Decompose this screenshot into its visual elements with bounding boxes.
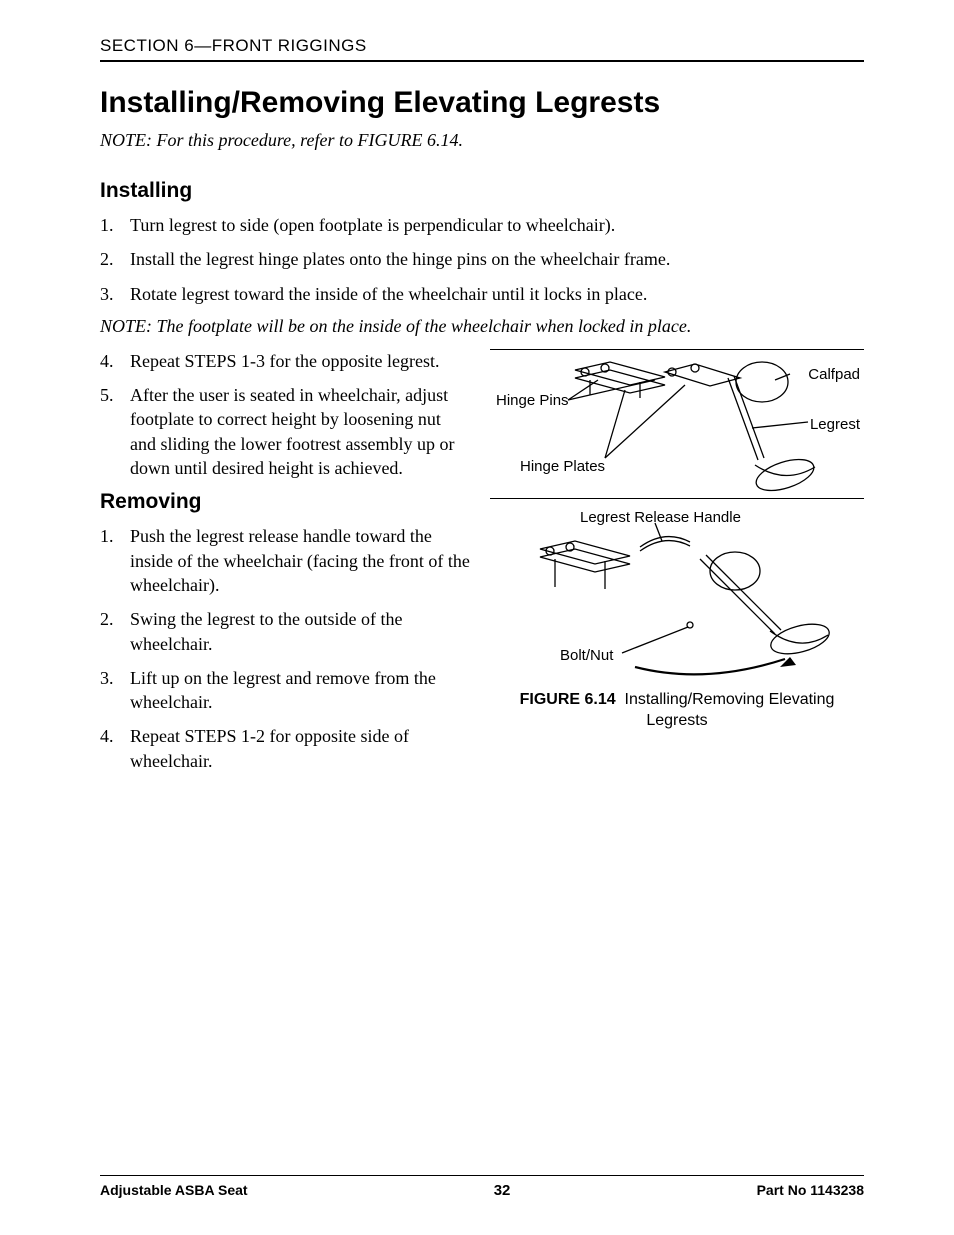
removing-steps: Push the legrest release handle toward t… [100, 524, 470, 773]
installing-steps-bottom: Repeat STEPS 1-3 for the opposite legres… [100, 349, 470, 480]
list-item: Turn legrest to side (open footplate is … [100, 213, 864, 237]
footer-right: Part No 1143238 [757, 1182, 864, 1199]
figure-panel-top: Hinge Pins Calfpad Legrest Hinge Plates [490, 349, 864, 499]
legrest-diagram-top-icon [490, 350, 860, 500]
list-item: Repeat STEPS 1-2 for opposite side of wh… [100, 724, 470, 773]
list-item: Install the legrest hinge plates onto th… [100, 247, 864, 271]
page-title: Installing/Removing Elevating Legrests [100, 86, 864, 120]
section-header: SECTION 6—FRONT RIGGINGS [100, 36, 864, 62]
figure-number: FIGURE 6.14 [520, 691, 616, 708]
note-footplate: NOTE: The footplate will be on the insid… [100, 316, 864, 337]
list-item: Swing the legrest to the outside of the … [100, 607, 470, 656]
legrest-diagram-bottom-icon [490, 509, 860, 679]
footer-page-number: 32 [494, 1182, 511, 1199]
footer-left: Adjustable ASBA Seat [100, 1182, 248, 1199]
figure-caption-text: Installing/Removing Elevating Legrests [625, 691, 835, 730]
figure-panel-bottom: Legrest Release Handle Bolt/Nut [490, 509, 864, 679]
figure-caption: FIGURE 6.14 Installing/Removing Elevatin… [490, 689, 864, 732]
page-footer: Adjustable ASBA Seat 32 Part No 1143238 [100, 1175, 864, 1199]
note-procedure: NOTE: For this procedure, refer to FIGUR… [100, 130, 864, 151]
list-item: Rotate legrest toward the inside of the … [100, 282, 864, 306]
list-item: After the user is seated in wheelchair, … [100, 383, 470, 480]
list-item: Repeat STEPS 1-3 for the opposite legres… [100, 349, 470, 373]
heading-removing: Removing [100, 490, 470, 514]
installing-steps-top: Turn legrest to side (open footplate is … [100, 213, 864, 306]
heading-installing: Installing [100, 179, 864, 203]
list-item: Lift up on the legrest and remove from t… [100, 666, 470, 715]
list-item: Push the legrest release handle toward t… [100, 524, 470, 597]
